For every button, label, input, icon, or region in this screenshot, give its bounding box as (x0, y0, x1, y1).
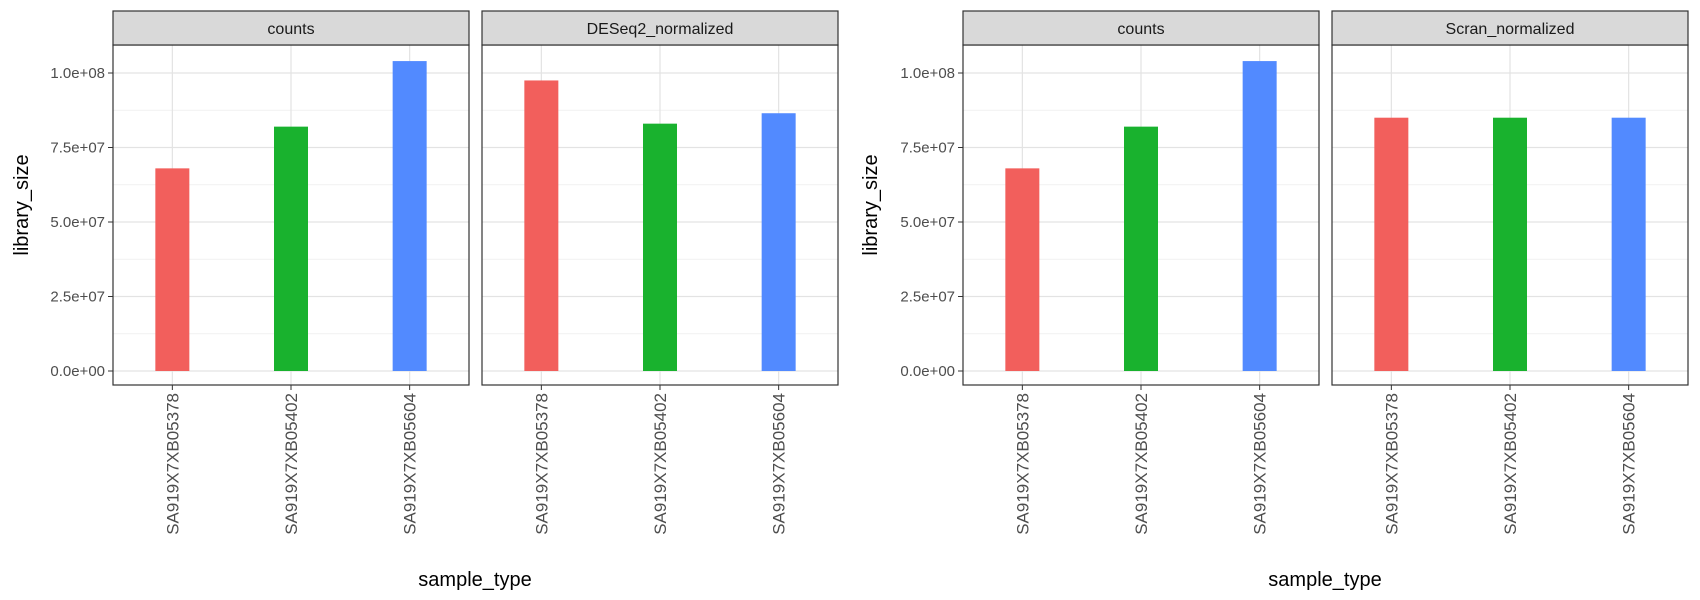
y-tick-label: 1.0e+08 (50, 65, 105, 82)
y-axis-title: library_size (11, 154, 33, 255)
facet-strip (481, 10, 839, 46)
bar-SA919X7XB05604 (1242, 61, 1277, 371)
facet-panel-2: DESeq2_normalized SA919X7XB05378 SA919X7XB… (481, 10, 839, 535)
y-axis-title: library_size (860, 154, 882, 255)
bar-SA919X7XB05604 (392, 61, 427, 371)
x-tick-label: SA919X7XB05604 (1620, 393, 1639, 535)
bar-SA919X7XB05378 (1374, 117, 1409, 371)
x-tick-label: SA919X7XB05402 (651, 393, 670, 535)
facet-plot-2: 0.0e+00 2.5e+07 5.0e+07 7.5e+07 1.0e+08 count… (860, 10, 1689, 591)
x-axis-title: sample_type (418, 569, 531, 591)
x-tick-label: SA919X7XB05378 (1382, 393, 1401, 535)
bar-SA919X7XB05402 (643, 123, 677, 371)
facet-strip-label: DESeq2_normalized (587, 21, 734, 38)
y-tick-label: 7.5e+07 (50, 140, 105, 157)
x-tick-label: SA919X7XB05402 (1501, 393, 1520, 535)
x-tick-label: SA919X7XB05604 (1251, 393, 1270, 535)
facet-strip-label: counts (267, 21, 314, 38)
x-axis-title: sample_type (1268, 569, 1381, 591)
bar-SA919X7XB05604 (1611, 117, 1646, 371)
y-tick-label: 2.5e+07 (50, 289, 105, 306)
y-tick-label: 2.5e+07 (900, 289, 955, 306)
x-tick-label: SA919X7XB05378 (532, 393, 551, 535)
bar-SA919X7XB05402 (274, 126, 308, 371)
bar-SA919X7XB05378 (524, 80, 559, 371)
bar-SA919X7XB05378 (1005, 168, 1040, 371)
x-tick-label: SA919X7XB05402 (282, 393, 301, 535)
x-tick-label: SA919X7XB05604 (770, 393, 789, 535)
y-tick-label: 1.0e+08 (900, 65, 955, 82)
facet-plot-1: 0.0e+00 2.5e+07 5.0e+07 7.5e+07 1.0e+08 count… (11, 10, 839, 591)
y-tick-label: 7.5e+07 (900, 140, 955, 157)
facet-panel-1: counts SA919X7XB05378 SA919X7XB05402 SA919X… (112, 10, 470, 535)
y-tick-label: 5.0e+07 (900, 214, 955, 231)
y-tick-label: 0.0e+00 (50, 363, 105, 380)
facet-strip (1331, 10, 1689, 46)
y-tick-label: 0.0e+00 (900, 363, 955, 380)
facet-panel-1: counts SA919X7XB05378 SA919X7XB05402 SA919X… (962, 10, 1320, 535)
y-tick-label: 5.0e+07 (50, 214, 105, 231)
facet-strip (112, 10, 470, 46)
x-tick-label: SA919X7XB05378 (1013, 393, 1032, 535)
bar-SA919X7XB05604 (761, 113, 796, 371)
facet-strip-label: counts (1117, 21, 1164, 38)
x-tick-label: SA919X7XB05604 (401, 393, 420, 535)
facet-strip-label: Scran_normalized (1446, 21, 1575, 38)
x-tick-label: SA919X7XB05402 (1132, 393, 1151, 535)
bar-SA919X7XB05402 (1124, 126, 1158, 371)
bar-SA919X7XB05378 (155, 168, 190, 371)
facet-strip (962, 10, 1320, 46)
bar-SA919X7XB05402 (1493, 117, 1527, 371)
x-tick-label: SA919X7XB05378 (163, 393, 182, 535)
facet-panel-2: Scran_normalized SA919X7XB05378 SA919X7XB0… (1331, 10, 1689, 535)
